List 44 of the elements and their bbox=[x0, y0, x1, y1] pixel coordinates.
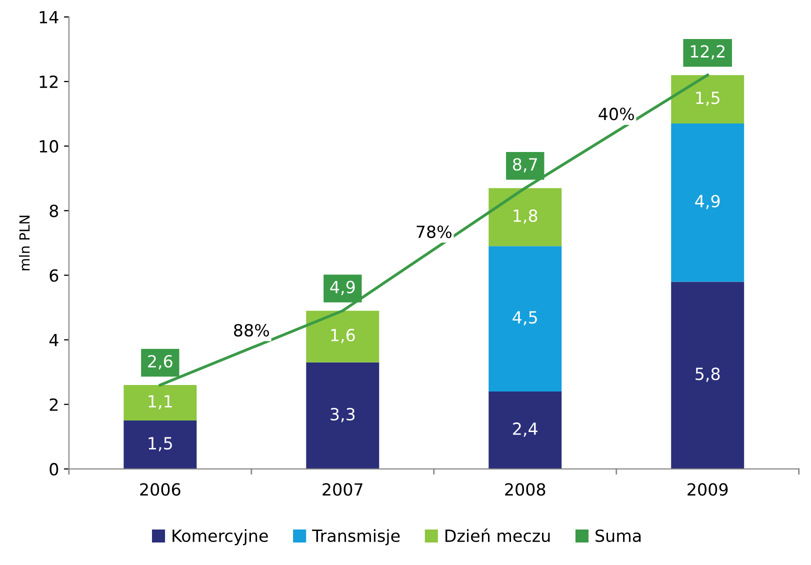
annotation: 40% bbox=[598, 108, 634, 120]
bar bbox=[488, 188, 562, 246]
legend-label: Suma bbox=[596, 529, 641, 542]
bar bbox=[671, 282, 744, 469]
y-tick-label: 0 bbox=[50, 462, 58, 476]
bar bbox=[124, 420, 197, 469]
data-label: 4,9 bbox=[695, 194, 720, 210]
x-tick-label: 2007 bbox=[322, 483, 362, 496]
legend-label: Transmisje bbox=[312, 529, 400, 546]
bar bbox=[306, 362, 380, 469]
data-label: 1,1 bbox=[148, 395, 172, 410]
x-tick-label: 2008 bbox=[505, 483, 546, 496]
data-label: 4,9 bbox=[330, 280, 355, 296]
data-label: 4,5 bbox=[512, 311, 537, 326]
data-label: 5,8 bbox=[696, 368, 720, 382]
bar bbox=[488, 391, 562, 469]
y-tick-label: 14 bbox=[40, 11, 58, 24]
y-axis-title: mln PLN bbox=[19, 216, 30, 270]
legend-label: Komercyjne bbox=[172, 529, 268, 546]
y-tick-label: 2 bbox=[50, 398, 58, 411]
y-tick-label: 4 bbox=[49, 334, 58, 346]
data-label: 1,6 bbox=[331, 328, 355, 344]
y-tick-label: 12 bbox=[40, 75, 58, 88]
y-tick-label: 10 bbox=[40, 140, 58, 153]
data-label: 2,4 bbox=[513, 422, 538, 437]
annotation: 78% bbox=[416, 225, 452, 238]
data-label: 3,3 bbox=[330, 408, 355, 422]
legend-label: Dzień meczu bbox=[446, 528, 550, 542]
data-label: 1,5 bbox=[148, 437, 172, 452]
annotation: 88% bbox=[234, 324, 270, 337]
y-tick-label: 6 bbox=[50, 269, 58, 282]
bar bbox=[488, 246, 562, 392]
data-label: 2,6 bbox=[148, 355, 172, 370]
bar bbox=[124, 385, 197, 421]
x-tick-label: 2006 bbox=[140, 483, 180, 496]
bar bbox=[306, 310, 380, 362]
data-label: 12,2 bbox=[690, 45, 724, 60]
bar bbox=[671, 123, 744, 282]
bar bbox=[671, 75, 744, 124]
y-tick-label: 8 bbox=[50, 204, 58, 218]
data-label: 1,8 bbox=[514, 209, 538, 224]
data-label: 8,7 bbox=[513, 158, 537, 172]
x-tick-label: 2009 bbox=[688, 483, 728, 496]
data-label: 1,5 bbox=[696, 92, 720, 106]
